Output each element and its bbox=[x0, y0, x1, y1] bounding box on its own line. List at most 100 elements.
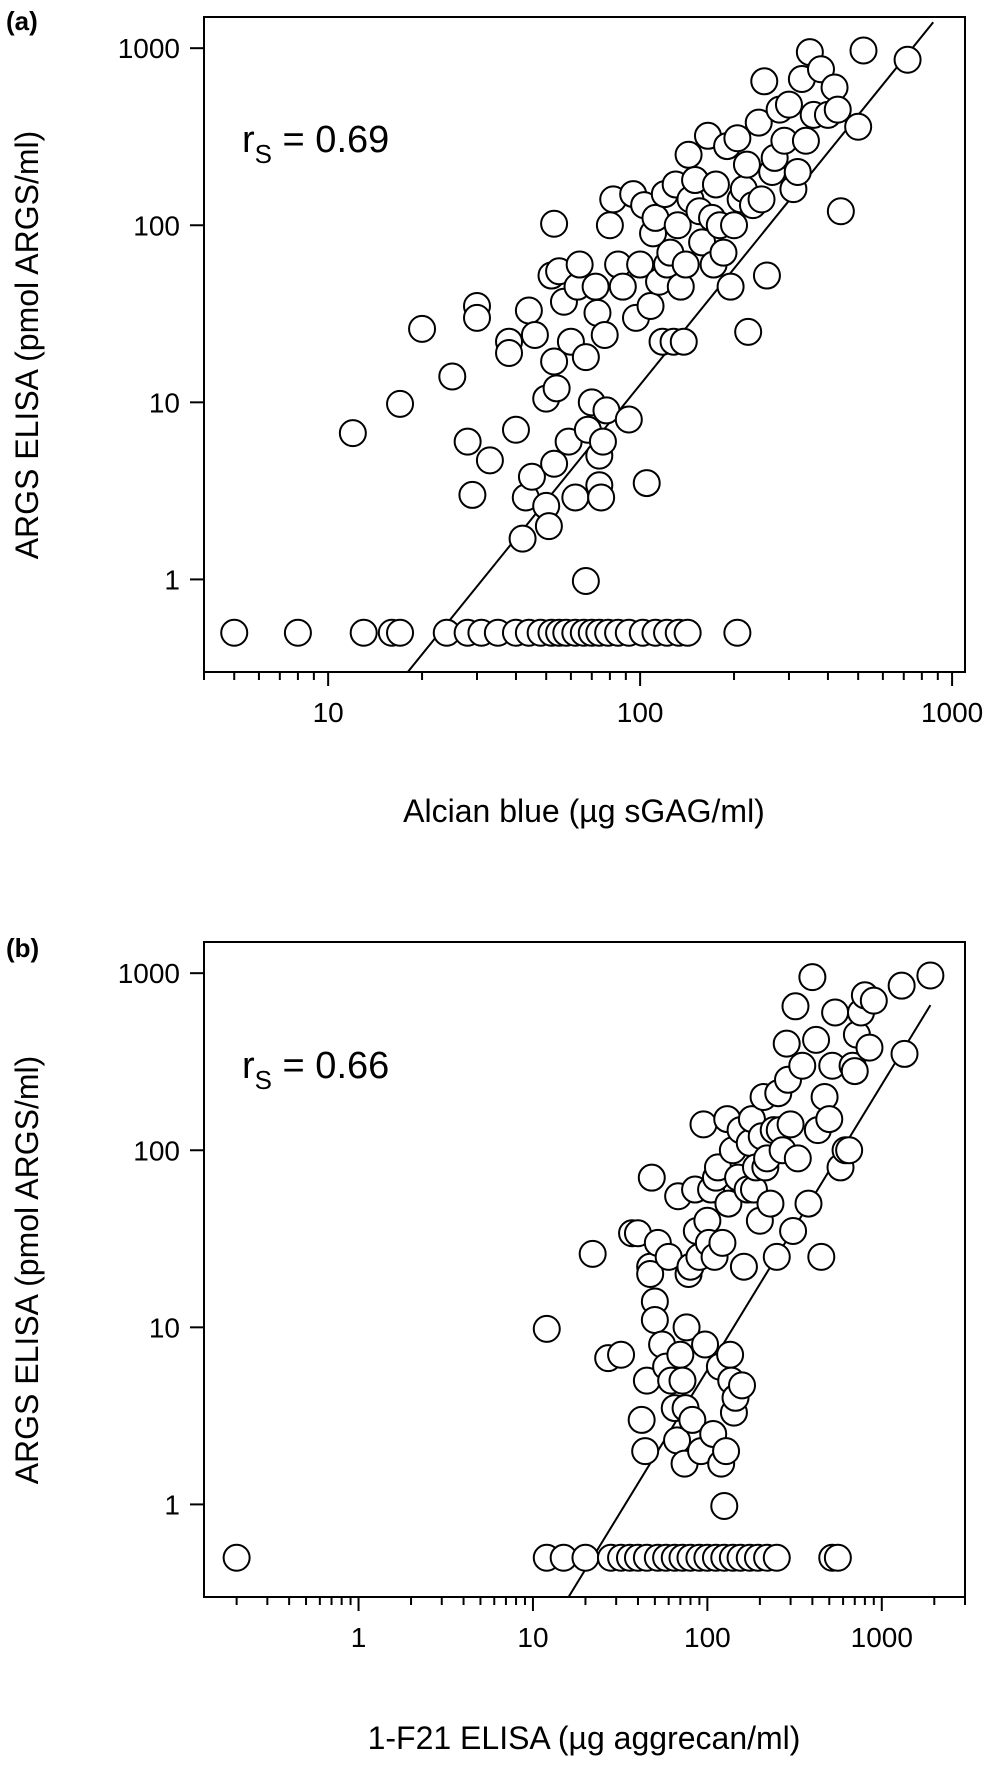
data-point bbox=[501, 415, 530, 444]
data-point bbox=[666, 1340, 695, 1369]
data-point bbox=[669, 327, 698, 356]
data-point bbox=[595, 211, 624, 240]
y-tick-label: 1 bbox=[164, 1489, 180, 1520]
data-point bbox=[747, 185, 776, 214]
data-point bbox=[632, 469, 661, 498]
data-point bbox=[588, 427, 617, 456]
data-point bbox=[701, 170, 730, 199]
data-point bbox=[678, 1405, 707, 1434]
data-point bbox=[614, 405, 643, 434]
data-point bbox=[386, 389, 415, 418]
data-point bbox=[728, 1371, 757, 1400]
data-point bbox=[732, 150, 761, 179]
panel-a-y-axis-title: ARGS ELISA (pmol ARGS/ml) bbox=[9, 131, 45, 560]
data-point bbox=[781, 992, 810, 1021]
data-point bbox=[855, 1033, 884, 1062]
data-point bbox=[802, 1025, 831, 1054]
data-point bbox=[438, 362, 467, 391]
data-point bbox=[636, 1260, 665, 1289]
data-point bbox=[729, 1252, 758, 1281]
panel-b-label: (b) bbox=[6, 933, 39, 963]
data-point bbox=[672, 1313, 701, 1342]
y-tick-label: 100 bbox=[133, 210, 180, 241]
panel-a-label: (a) bbox=[6, 6, 38, 36]
data-point bbox=[578, 1239, 607, 1268]
data-point bbox=[532, 1314, 561, 1343]
data-point bbox=[783, 157, 812, 186]
panel-b-correlation-label: rS = 0.66 bbox=[242, 1045, 389, 1095]
data-point bbox=[859, 986, 888, 1015]
data-point bbox=[542, 374, 571, 403]
data-point bbox=[752, 261, 781, 290]
data-point bbox=[783, 1144, 812, 1173]
data-point bbox=[349, 618, 378, 647]
panel-b-y-axis-title: ARGS ELISA (pmol ARGS/ml) bbox=[9, 1056, 45, 1485]
data-point bbox=[779, 1216, 808, 1245]
data-point bbox=[835, 1136, 864, 1165]
data-point bbox=[663, 211, 692, 240]
data-point bbox=[534, 512, 563, 541]
data-point bbox=[222, 1543, 251, 1572]
panel-a-plot-frame bbox=[203, 16, 966, 673]
data-point bbox=[791, 126, 820, 155]
data-point bbox=[716, 272, 745, 301]
data-point bbox=[723, 124, 752, 153]
x-tick-label: 1000 bbox=[851, 1622, 913, 1653]
x-tick-label: 10 bbox=[517, 1622, 548, 1653]
data-point bbox=[893, 45, 922, 74]
data-point bbox=[637, 1163, 666, 1192]
data-point bbox=[462, 303, 491, 332]
data-point bbox=[712, 1437, 741, 1466]
data-point bbox=[772, 1029, 801, 1058]
data-point bbox=[631, 1437, 660, 1466]
data-point bbox=[640, 1306, 669, 1335]
data-point bbox=[674, 140, 703, 169]
data-point bbox=[561, 483, 590, 512]
panel-b-x-axis-title: 1-F21 ELISA (µg aggrecan/ml) bbox=[368, 1720, 801, 1756]
data-point bbox=[826, 197, 855, 226]
panel-a-correlation-subscript: S bbox=[255, 139, 272, 169]
data-point bbox=[673, 618, 702, 647]
data-point bbox=[220, 618, 249, 647]
data-point bbox=[823, 1543, 852, 1572]
panel-a-correlation-r: r bbox=[242, 119, 255, 161]
data-point bbox=[756, 1189, 785, 1218]
data-point bbox=[849, 36, 878, 65]
data-point bbox=[887, 971, 916, 1000]
data-point bbox=[709, 238, 738, 267]
data-point bbox=[571, 343, 600, 372]
panel-a-marks: 10 100 1000 1 10 100 1000 bbox=[118, 21, 983, 728]
data-point bbox=[517, 462, 546, 491]
data-point bbox=[689, 1110, 718, 1139]
data-point bbox=[714, 1189, 743, 1218]
y-tick-label: 1 bbox=[164, 564, 180, 595]
data-point bbox=[587, 483, 616, 512]
y-tick-label: 1000 bbox=[118, 958, 180, 989]
panel-a-x-axis-title: Alcian blue (µg sGAG/ml) bbox=[403, 793, 765, 829]
data-point bbox=[581, 272, 610, 301]
data-point bbox=[540, 449, 569, 478]
panel-a: (a) 10 100 1000 1 10 100 1000 Alcian blue (µg … bbox=[6, 6, 983, 829]
data-point bbox=[807, 1242, 836, 1271]
data-point bbox=[607, 1340, 636, 1369]
data-point bbox=[458, 480, 487, 509]
data-point bbox=[708, 1228, 737, 1257]
data-point bbox=[890, 1039, 919, 1068]
data-point bbox=[744, 108, 773, 137]
data-point bbox=[283, 618, 312, 647]
data-point bbox=[608, 272, 637, 301]
x-tick-label: 100 bbox=[617, 697, 664, 728]
panel-b-correlation-value: = 0.66 bbox=[272, 1045, 389, 1087]
data-point bbox=[691, 1330, 720, 1359]
data-point bbox=[844, 112, 873, 141]
x-tick-label: 1 bbox=[351, 1622, 367, 1653]
data-point bbox=[840, 1057, 869, 1086]
data-point bbox=[723, 618, 752, 647]
data-point bbox=[408, 314, 437, 343]
data-point bbox=[508, 524, 537, 553]
x-tick-label: 10 bbox=[313, 697, 344, 728]
x-tick-label: 100 bbox=[684, 1622, 731, 1653]
y-tick-label: 10 bbox=[149, 1312, 180, 1343]
data-point bbox=[720, 211, 749, 240]
